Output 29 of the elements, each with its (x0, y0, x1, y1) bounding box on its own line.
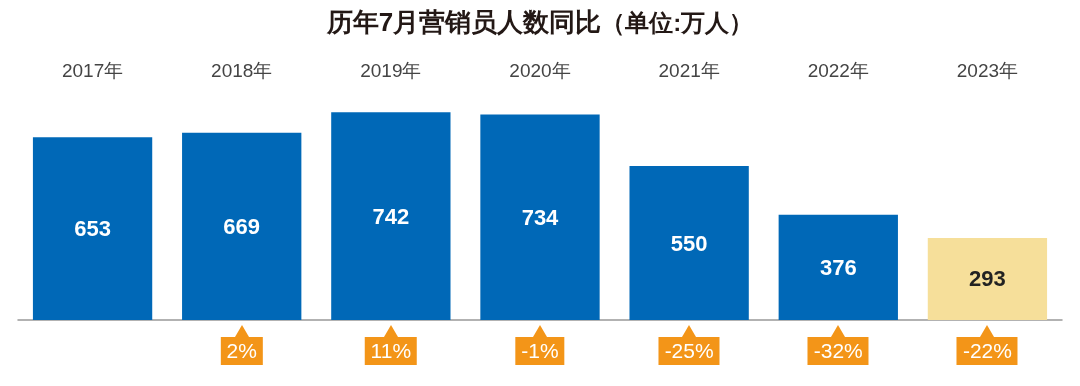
text: -25% (658, 337, 720, 365)
x-tick-label: 2023年 (956, 60, 1019, 81)
bar (331, 112, 451, 320)
bar (32, 137, 153, 320)
x-tick-label: 2022年 (807, 60, 869, 81)
data-label: 669 (223, 213, 261, 239)
bar (927, 237, 1048, 320)
data-label: 653 (74, 216, 111, 242)
data-label: 293 (969, 266, 1006, 292)
bar (629, 166, 749, 320)
text: 2% (220, 337, 263, 365)
data-label: 550 (670, 230, 708, 256)
x-tick-label: 2021年 (658, 60, 720, 81)
bar (480, 114, 600, 320)
chart-subtitle: （单位:万人） (601, 8, 754, 36)
chart-title: 历年7月营销员人数同比 (325, 7, 602, 37)
data-label: 376 (819, 254, 857, 280)
x-tick-label: 2019年 (360, 60, 422, 81)
data-label: 734 (521, 204, 560, 230)
bar (182, 132, 302, 320)
x-tick-label: 2018年 (211, 60, 273, 81)
text: -22% (956, 337, 1018, 365)
text: -32% (807, 337, 869, 365)
text: 11% (364, 337, 418, 365)
x-tick-label: 2020年 (509, 60, 571, 81)
data-label: 742 (372, 203, 410, 229)
bar (778, 214, 898, 320)
x-tick-label: 2017年 (61, 60, 124, 81)
text: -1% (515, 337, 565, 365)
